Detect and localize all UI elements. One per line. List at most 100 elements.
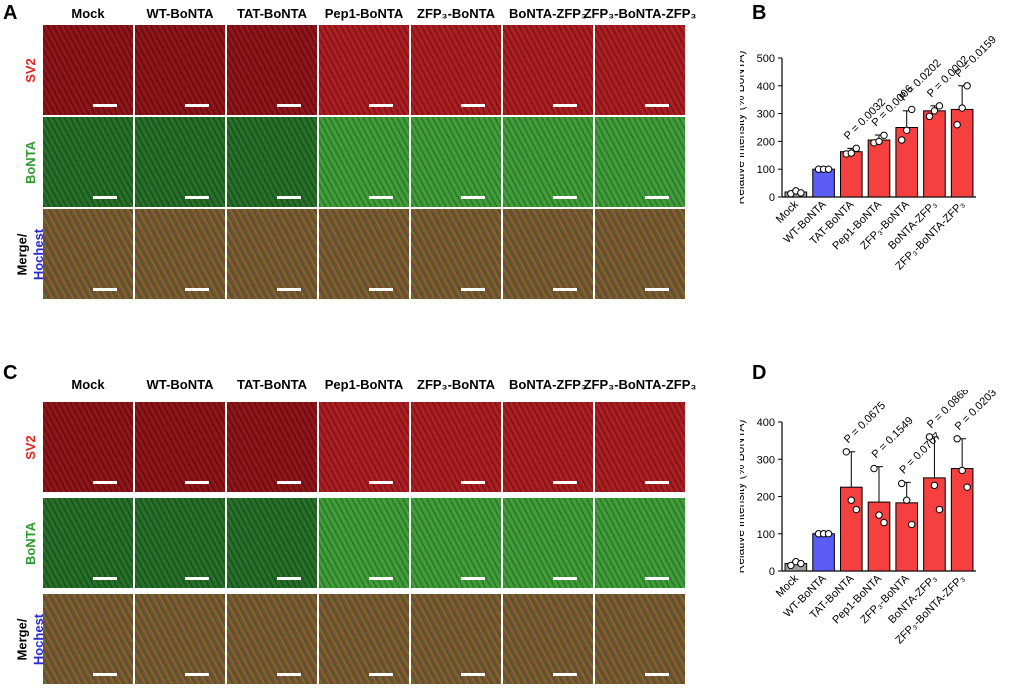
y-tick-label: 100 xyxy=(757,529,775,541)
micrograph-tile xyxy=(43,594,133,684)
data-point xyxy=(898,479,906,488)
row-label-sv2: SV2 xyxy=(22,57,38,83)
panel-letter-b: B xyxy=(752,2,767,24)
scale-bar xyxy=(277,196,301,199)
bar xyxy=(812,533,835,572)
data-point xyxy=(824,165,833,173)
micrograph-tile xyxy=(595,25,685,115)
micrograph-tile xyxy=(227,402,317,492)
row-label-hochest: Hochest xyxy=(30,228,46,280)
row-label-merge: Merge/ xyxy=(14,618,30,660)
data-point xyxy=(824,530,833,538)
scale-bar xyxy=(185,288,209,291)
y-tick-label: 400 xyxy=(757,417,775,429)
scale-bar xyxy=(185,577,209,580)
scale-bar xyxy=(645,673,669,676)
y-tick-label: 100 xyxy=(757,164,775,176)
data-point xyxy=(925,433,934,441)
micrograph-tile xyxy=(43,402,133,492)
data-point xyxy=(953,121,961,129)
data-point xyxy=(875,137,883,146)
row-label-merge: Merge/ xyxy=(14,233,30,275)
micrograph-tile xyxy=(43,498,133,588)
data-point xyxy=(898,136,906,144)
data-point xyxy=(930,107,939,115)
data-point xyxy=(935,505,944,514)
micrograph-tile xyxy=(135,25,225,115)
micrograph-tile xyxy=(319,117,409,207)
scale-bar xyxy=(277,104,301,107)
micrograph-tile xyxy=(503,25,593,115)
micrograph-tile xyxy=(595,117,685,207)
column-header: BoNTA-ZFP₃ xyxy=(509,6,587,21)
data-point xyxy=(847,149,855,157)
scale-bar xyxy=(369,673,393,676)
bar-chart-d: 0 100 200 300 400 Relative intensity (% BoNTA… xyxy=(740,390,999,647)
column-header: Mock xyxy=(71,6,105,21)
micrograph-tile xyxy=(319,594,409,684)
micrograph-tile xyxy=(135,402,225,492)
data-point xyxy=(847,496,855,504)
column-header: BoNTA-ZFP₃ xyxy=(509,377,587,392)
y-tick-label: 500 xyxy=(757,53,775,65)
panel-letter-a: A xyxy=(3,2,18,24)
scale-bar xyxy=(369,196,393,199)
row-label-hochest: Hochest xyxy=(30,613,46,665)
micrograph-tile xyxy=(135,594,225,684)
bar xyxy=(895,502,919,572)
data-point xyxy=(852,505,860,514)
data-point xyxy=(903,126,911,134)
micrograph-tile xyxy=(319,25,409,115)
column-header: TAT-BoNTA xyxy=(236,6,308,21)
scale-bar xyxy=(185,196,209,199)
column-header: ZFP₃-BoNTA-ZFP₃ xyxy=(583,377,697,392)
scale-bar xyxy=(277,481,301,484)
data-point xyxy=(953,435,961,443)
micrograph-tile xyxy=(595,209,685,299)
micrograph-tile xyxy=(43,209,133,299)
micrograph-tile xyxy=(319,209,409,299)
p-value-label: P = 0.0675 xyxy=(842,400,888,446)
data-point xyxy=(925,112,934,121)
y-tick-label: 300 xyxy=(757,109,775,121)
data-point xyxy=(958,104,966,112)
row-label-bonta: BoNTA xyxy=(22,140,38,184)
scale-bar xyxy=(553,288,577,291)
data-point xyxy=(875,511,883,519)
scale-bar xyxy=(645,577,669,580)
data-point xyxy=(870,464,878,473)
micrograph-tile xyxy=(503,402,593,492)
micrograph-tile xyxy=(227,25,317,115)
data-point xyxy=(787,561,795,570)
scale-bar xyxy=(369,577,393,580)
y-tick-label: 400 xyxy=(757,81,775,93)
data-point xyxy=(958,466,966,475)
scale-bar xyxy=(645,104,669,107)
micrograph-tile xyxy=(411,402,501,492)
data-point xyxy=(963,483,971,491)
y-tick-label: 300 xyxy=(757,454,775,466)
data-point xyxy=(963,82,971,90)
data-point xyxy=(903,496,911,504)
scale-bar xyxy=(369,288,393,291)
micrograph-tile xyxy=(227,498,317,588)
micrograph-tile xyxy=(135,209,225,299)
bar-chart-b: 0 100 200 300 400 500 Relative intensity (% Bo… xyxy=(740,34,999,273)
panel-letter-d: D xyxy=(752,362,767,384)
bar xyxy=(839,151,863,198)
scale-bar xyxy=(369,104,393,107)
scale-bar xyxy=(185,673,209,676)
micrograph-tile xyxy=(411,209,501,299)
y-tick-label: 0 xyxy=(769,192,775,204)
micrograph-tile xyxy=(503,209,593,299)
micrograph-tile xyxy=(43,25,133,115)
p-value-label: P = 0.1549 xyxy=(870,415,916,461)
scale-bar xyxy=(93,196,117,199)
micrograph-tile xyxy=(503,594,593,684)
scale-bar xyxy=(461,288,485,291)
scale-bar xyxy=(185,104,209,107)
scale-bar xyxy=(461,673,485,676)
y-tick-label: 200 xyxy=(757,136,775,148)
scale-bar xyxy=(93,673,117,676)
scale-bar xyxy=(461,577,485,580)
